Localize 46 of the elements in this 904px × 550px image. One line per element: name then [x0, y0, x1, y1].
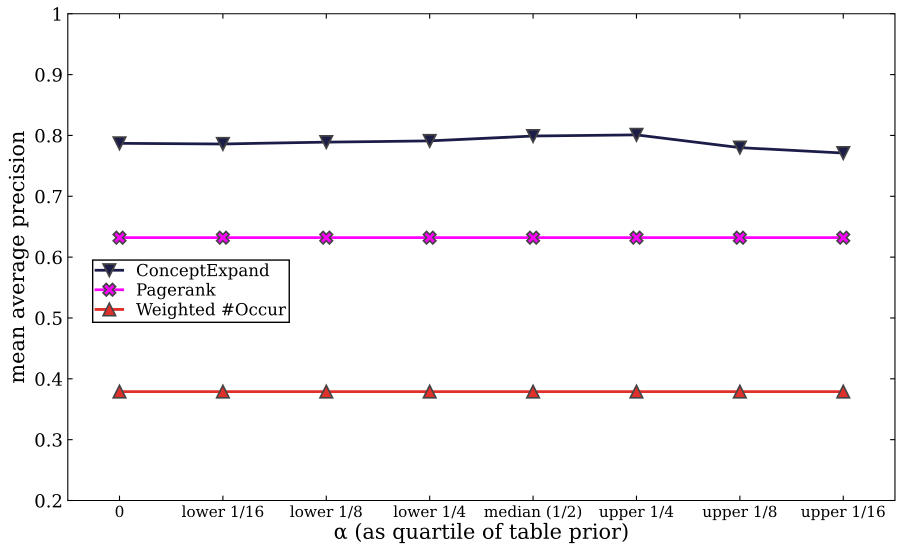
legend-label: Pagerank — [136, 282, 216, 300]
y-tick-label: 0.4 — [35, 372, 62, 386]
point — [319, 384, 334, 399]
point — [836, 146, 850, 160]
point — [836, 384, 850, 399]
point — [732, 140, 747, 155]
y-tick-label: 0.9 — [35, 68, 62, 82]
y-tick-label: 0.8 — [35, 128, 62, 143]
x-tick-label: upper 1/16 — [801, 506, 885, 520]
point — [732, 230, 747, 245]
point — [629, 384, 644, 399]
point — [422, 384, 437, 399]
x-tick-label: lower 1/16 — [182, 505, 264, 518]
point — [836, 230, 850, 245]
x-tick-label: upper 1/4 — [599, 506, 674, 520]
point — [629, 128, 644, 142]
point — [629, 230, 644, 245]
x-tick-label: 0 — [116, 506, 124, 518]
point — [216, 230, 230, 245]
point — [216, 384, 230, 399]
point — [732, 384, 747, 399]
point — [112, 230, 127, 245]
x-tick-label: lower 1/8 — [290, 505, 362, 518]
y-tick-label: 0.7 — [35, 190, 62, 204]
legend-label: Weighted #Occur — [136, 302, 286, 319]
point — [526, 128, 540, 144]
y-tick-label: 1 — [54, 7, 60, 21]
x-axis-title: α (as quartile of table prior) — [334, 522, 628, 544]
point — [112, 136, 127, 150]
x-tick-label: upper 1/8 — [702, 506, 776, 520]
point — [526, 384, 540, 399]
y-tick-label: 0.2 — [35, 494, 62, 508]
legend-label: ConceptExpand — [136, 263, 270, 280]
point — [422, 230, 437, 245]
y-tick-label: 0.3 — [35, 433, 62, 447]
y-axis-title: mean average precision — [8, 131, 29, 383]
point — [319, 135, 334, 150]
point — [526, 230, 540, 245]
y-tick-label: 0.5 — [35, 311, 62, 326]
y-tick-label: 0.6 — [35, 250, 62, 264]
x-tick-label: median (1/2) — [484, 505, 582, 520]
point — [216, 136, 230, 152]
point — [112, 384, 127, 399]
point — [422, 134, 437, 148]
point — [319, 230, 334, 245]
x-tick-label: lower 1/4 — [394, 505, 466, 518]
